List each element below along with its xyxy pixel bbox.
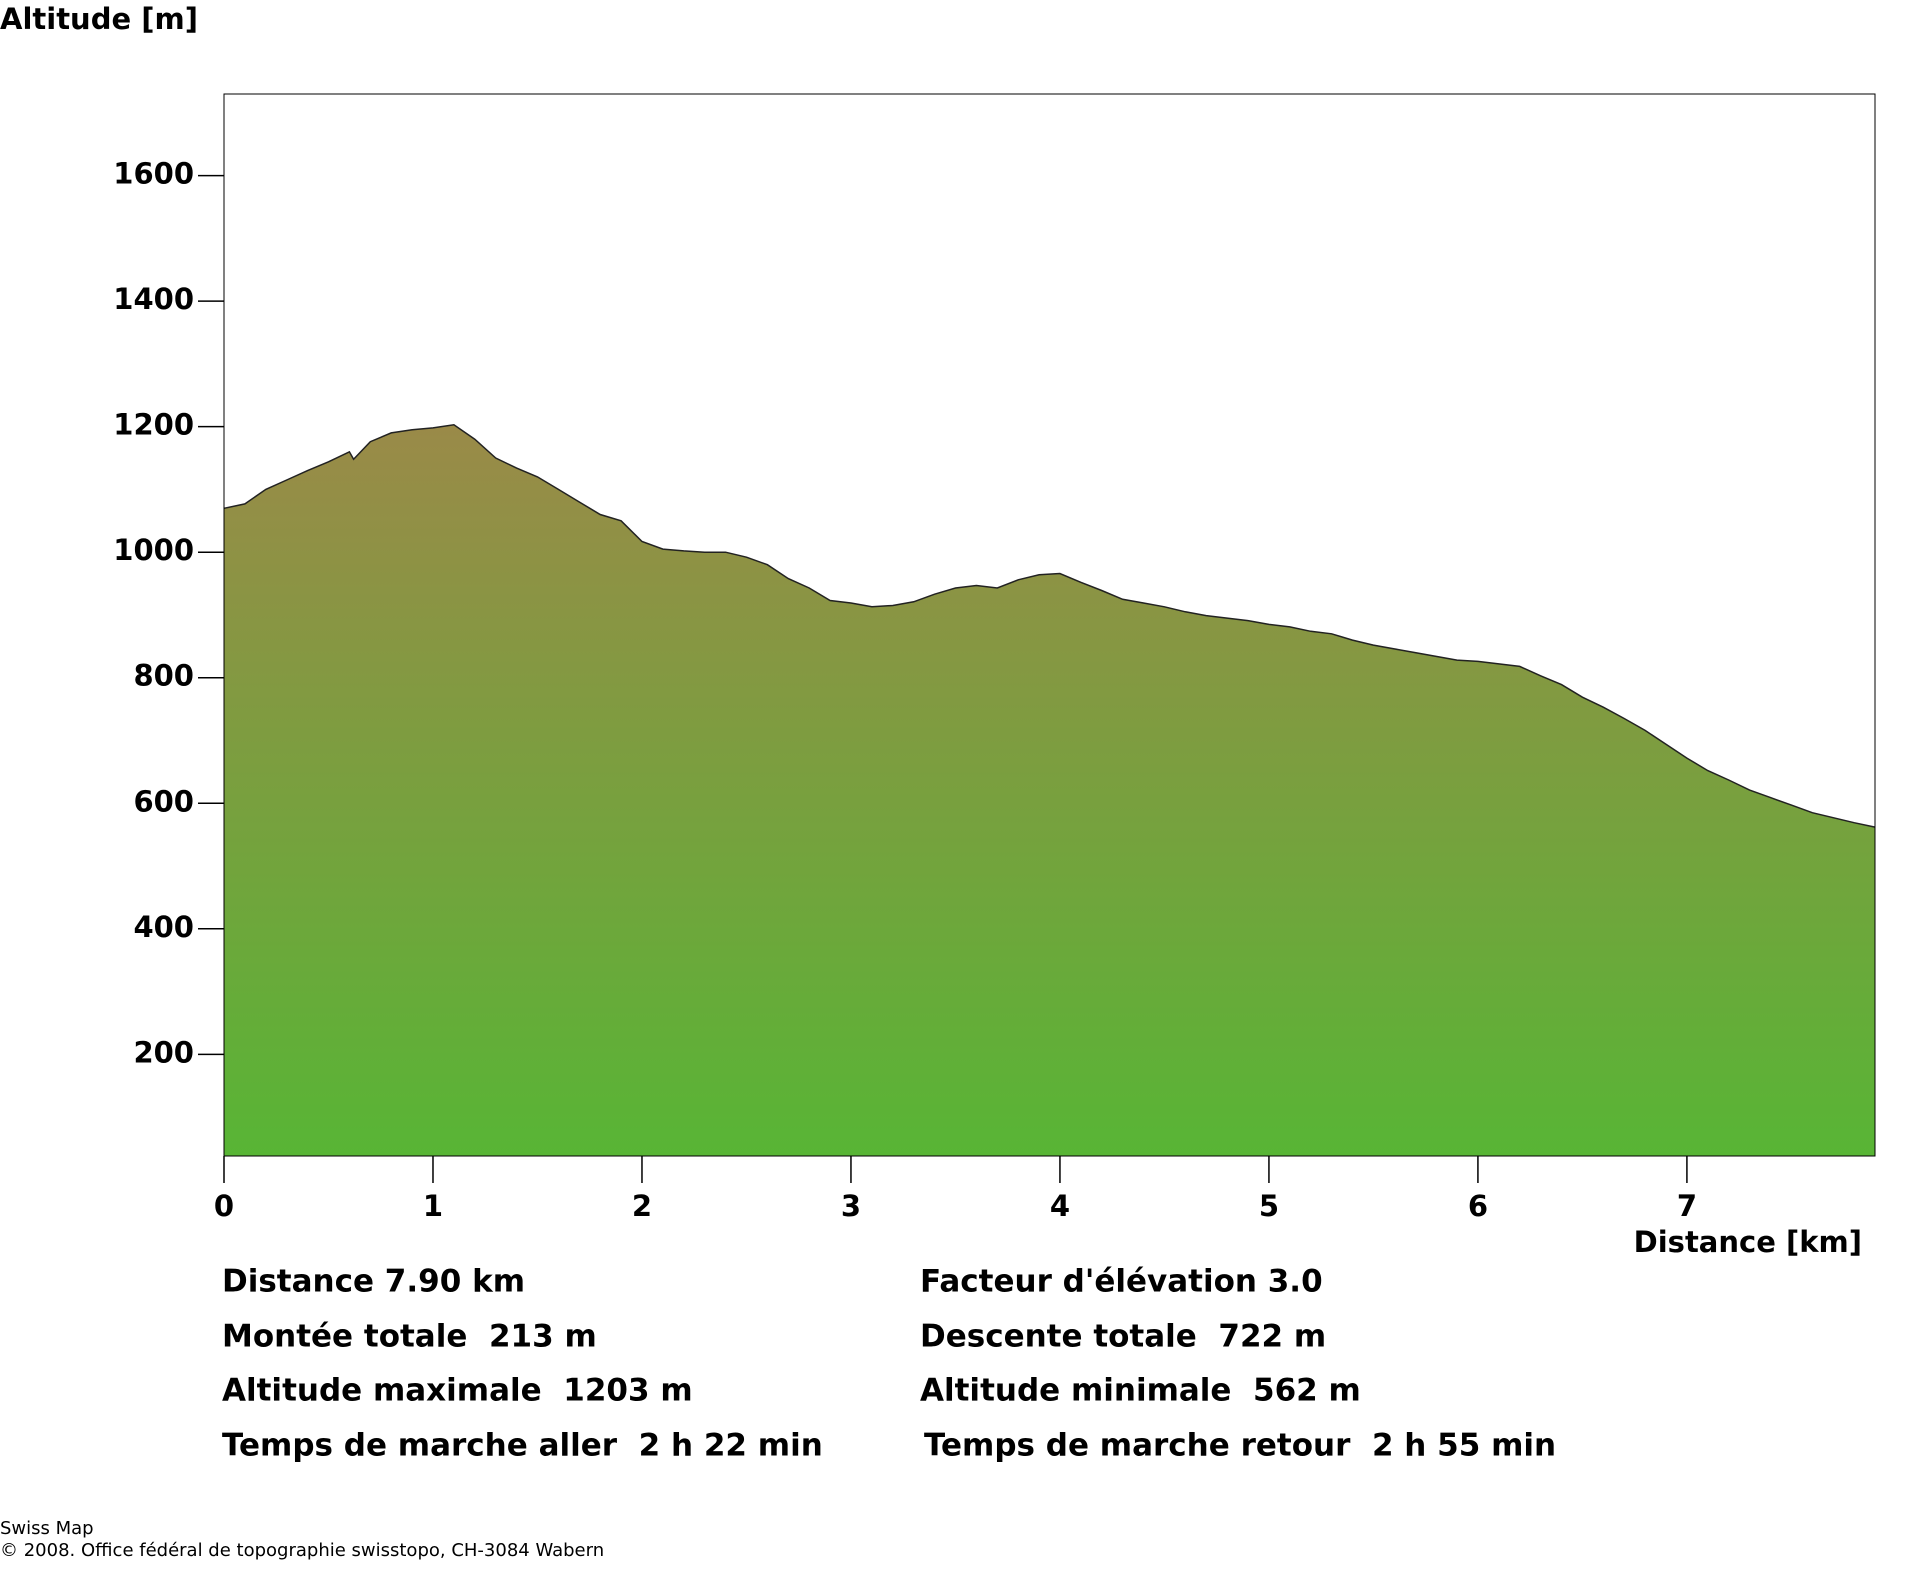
stat: Altitude maximale 1203 m bbox=[222, 1373, 693, 1409]
stat: Temps de marche aller 2 h 22 min bbox=[222, 1428, 823, 1464]
stat: Facteur d'élévation 3.0 bbox=[920, 1264, 1323, 1300]
x-tick-label: 4 bbox=[1050, 1189, 1070, 1223]
y-tick-label: 1200 bbox=[113, 408, 194, 442]
y-tick-label: 200 bbox=[133, 1035, 194, 1069]
y-tick-label: 1000 bbox=[113, 533, 194, 567]
x-tick-label: 5 bbox=[1259, 1189, 1279, 1223]
stat: Temps de marche retour 2 h 55 min bbox=[924, 1428, 1556, 1464]
x-tick-label: 3 bbox=[841, 1189, 861, 1223]
x-tick-label: 1 bbox=[423, 1189, 443, 1223]
profile-line bbox=[223, 424, 1876, 828]
y-tick-label: 1600 bbox=[113, 157, 194, 191]
plot-frame bbox=[223, 93, 1876, 1157]
area bbox=[224, 424, 1875, 1156]
y-tick-label: 800 bbox=[133, 659, 194, 693]
y-tick-label: 1400 bbox=[113, 282, 194, 316]
y-axis-label: Altitude [m] bbox=[0, 2, 198, 36]
x-axis-label: Distance [km] bbox=[1634, 1225, 1862, 1259]
x-tick-label: 6 bbox=[1468, 1189, 1488, 1223]
x-tick-label: 7 bbox=[1677, 1189, 1697, 1223]
y-tick-label: 400 bbox=[133, 910, 194, 944]
footer: © 2008. Office fédéral de topographie sw… bbox=[0, 1540, 604, 1561]
x-tick-label: 2 bbox=[632, 1189, 652, 1223]
stat: Distance 7.90 km bbox=[222, 1264, 525, 1300]
y-tick-label: 600 bbox=[133, 784, 194, 818]
stat: Altitude minimale 562 m bbox=[920, 1373, 1361, 1409]
footer: Swiss Map bbox=[0, 1518, 94, 1539]
stat: Montée totale 213 m bbox=[222, 1319, 597, 1355]
stat: Descente totale 722 m bbox=[920, 1319, 1326, 1355]
x-tick-label: 0 bbox=[214, 1189, 234, 1223]
